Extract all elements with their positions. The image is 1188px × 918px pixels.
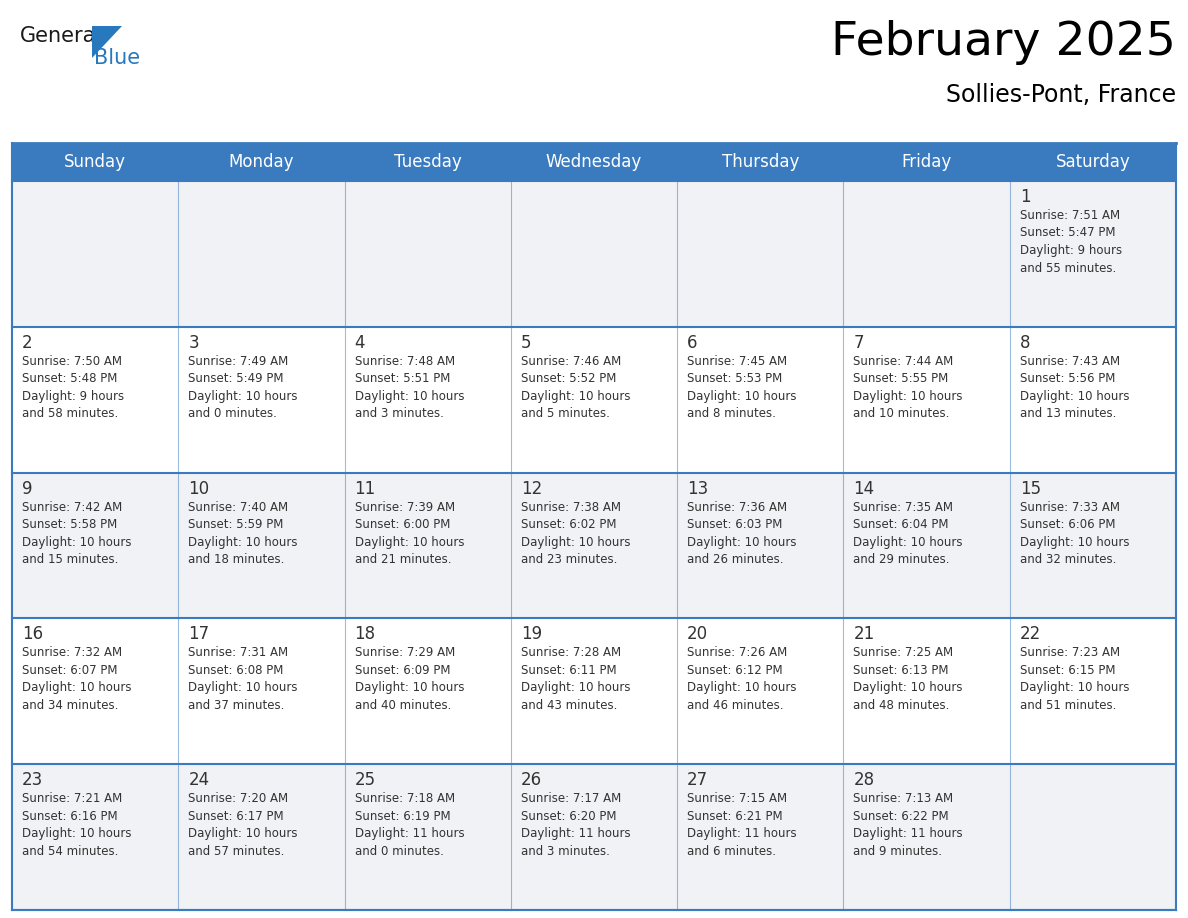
Bar <box>12 619 1176 764</box>
Text: Saturday: Saturday <box>1055 153 1130 171</box>
Text: Sunrise: 7:18 AM
Sunset: 6:19 PM
Daylight: 11 hours
and 0 minutes.: Sunrise: 7:18 AM Sunset: 6:19 PM Dayligh… <box>354 792 465 857</box>
Text: Sunrise: 7:23 AM
Sunset: 6:15 PM
Daylight: 10 hours
and 51 minutes.: Sunrise: 7:23 AM Sunset: 6:15 PM Dayligh… <box>1019 646 1130 711</box>
Text: 2: 2 <box>23 334 32 352</box>
Text: Sunrise: 7:43 AM
Sunset: 5:56 PM
Daylight: 10 hours
and 13 minutes.: Sunrise: 7:43 AM Sunset: 5:56 PM Dayligh… <box>1019 354 1130 420</box>
Text: Sunrise: 7:15 AM
Sunset: 6:21 PM
Daylight: 11 hours
and 6 minutes.: Sunrise: 7:15 AM Sunset: 6:21 PM Dayligh… <box>687 792 797 857</box>
Text: Sunday: Sunday <box>64 153 126 171</box>
Text: Sunrise: 7:35 AM
Sunset: 6:04 PM
Daylight: 10 hours
and 29 minutes.: Sunrise: 7:35 AM Sunset: 6:04 PM Dayligh… <box>853 500 963 566</box>
Text: Sunrise: 7:20 AM
Sunset: 6:17 PM
Daylight: 10 hours
and 57 minutes.: Sunrise: 7:20 AM Sunset: 6:17 PM Dayligh… <box>188 792 298 857</box>
Text: Sunrise: 7:33 AM
Sunset: 6:06 PM
Daylight: 10 hours
and 32 minutes.: Sunrise: 7:33 AM Sunset: 6:06 PM Dayligh… <box>1019 500 1130 566</box>
Text: Sunrise: 7:38 AM
Sunset: 6:02 PM
Daylight: 10 hours
and 23 minutes.: Sunrise: 7:38 AM Sunset: 6:02 PM Dayligh… <box>520 500 631 566</box>
Text: General: General <box>20 26 102 46</box>
Text: Sunrise: 7:32 AM
Sunset: 6:07 PM
Daylight: 10 hours
and 34 minutes.: Sunrise: 7:32 AM Sunset: 6:07 PM Dayligh… <box>23 646 132 711</box>
Text: 22: 22 <box>1019 625 1041 644</box>
Text: 9: 9 <box>23 479 32 498</box>
Text: 27: 27 <box>687 771 708 789</box>
Text: 23: 23 <box>23 771 43 789</box>
Text: Sunrise: 7:21 AM
Sunset: 6:16 PM
Daylight: 10 hours
and 54 minutes.: Sunrise: 7:21 AM Sunset: 6:16 PM Dayligh… <box>23 792 132 857</box>
Text: 4: 4 <box>354 334 365 352</box>
Text: Friday: Friday <box>902 153 952 171</box>
Text: Tuesday: Tuesday <box>394 153 462 171</box>
Text: Sunrise: 7:29 AM
Sunset: 6:09 PM
Daylight: 10 hours
and 40 minutes.: Sunrise: 7:29 AM Sunset: 6:09 PM Dayligh… <box>354 646 465 711</box>
Text: Sollies-Pont, France: Sollies-Pont, France <box>946 83 1176 107</box>
Polygon shape <box>91 26 122 58</box>
Text: 19: 19 <box>520 625 542 644</box>
Text: 8: 8 <box>1019 334 1030 352</box>
Text: Sunrise: 7:48 AM
Sunset: 5:51 PM
Daylight: 10 hours
and 3 minutes.: Sunrise: 7:48 AM Sunset: 5:51 PM Dayligh… <box>354 354 465 420</box>
Text: Sunrise: 7:50 AM
Sunset: 5:48 PM
Daylight: 9 hours
and 58 minutes.: Sunrise: 7:50 AM Sunset: 5:48 PM Dayligh… <box>23 354 124 420</box>
Text: 16: 16 <box>23 625 43 644</box>
Bar <box>12 181 1176 327</box>
Text: 10: 10 <box>188 479 209 498</box>
Text: Thursday: Thursday <box>721 153 800 171</box>
Text: Sunrise: 7:40 AM
Sunset: 5:59 PM
Daylight: 10 hours
and 18 minutes.: Sunrise: 7:40 AM Sunset: 5:59 PM Dayligh… <box>188 500 298 566</box>
Bar <box>12 764 1176 910</box>
Text: 7: 7 <box>853 334 864 352</box>
Text: Sunrise: 7:45 AM
Sunset: 5:53 PM
Daylight: 10 hours
and 8 minutes.: Sunrise: 7:45 AM Sunset: 5:53 PM Dayligh… <box>687 354 797 420</box>
Text: 14: 14 <box>853 479 874 498</box>
Text: Sunrise: 7:31 AM
Sunset: 6:08 PM
Daylight: 10 hours
and 37 minutes.: Sunrise: 7:31 AM Sunset: 6:08 PM Dayligh… <box>188 646 298 711</box>
Text: Blue: Blue <box>94 48 140 68</box>
Text: Sunrise: 7:17 AM
Sunset: 6:20 PM
Daylight: 11 hours
and 3 minutes.: Sunrise: 7:17 AM Sunset: 6:20 PM Dayligh… <box>520 792 631 857</box>
Text: February 2025: February 2025 <box>832 20 1176 65</box>
Text: 17: 17 <box>188 625 209 644</box>
Text: Sunrise: 7:39 AM
Sunset: 6:00 PM
Daylight: 10 hours
and 21 minutes.: Sunrise: 7:39 AM Sunset: 6:00 PM Dayligh… <box>354 500 465 566</box>
Text: 12: 12 <box>520 479 542 498</box>
Text: 18: 18 <box>354 625 375 644</box>
Text: Sunrise: 7:26 AM
Sunset: 6:12 PM
Daylight: 10 hours
and 46 minutes.: Sunrise: 7:26 AM Sunset: 6:12 PM Dayligh… <box>687 646 797 711</box>
Text: Sunrise: 7:51 AM
Sunset: 5:47 PM
Daylight: 9 hours
and 55 minutes.: Sunrise: 7:51 AM Sunset: 5:47 PM Dayligh… <box>1019 209 1121 274</box>
Text: Sunrise: 7:46 AM
Sunset: 5:52 PM
Daylight: 10 hours
and 5 minutes.: Sunrise: 7:46 AM Sunset: 5:52 PM Dayligh… <box>520 354 631 420</box>
Text: 3: 3 <box>188 334 198 352</box>
Text: 15: 15 <box>1019 479 1041 498</box>
Text: Monday: Monday <box>228 153 295 171</box>
Text: 25: 25 <box>354 771 375 789</box>
Text: 13: 13 <box>687 479 708 498</box>
Text: 24: 24 <box>188 771 209 789</box>
Text: Sunrise: 7:36 AM
Sunset: 6:03 PM
Daylight: 10 hours
and 26 minutes.: Sunrise: 7:36 AM Sunset: 6:03 PM Dayligh… <box>687 500 797 566</box>
Text: 1: 1 <box>1019 188 1030 206</box>
Text: Sunrise: 7:49 AM
Sunset: 5:49 PM
Daylight: 10 hours
and 0 minutes.: Sunrise: 7:49 AM Sunset: 5:49 PM Dayligh… <box>188 354 298 420</box>
Text: Wednesday: Wednesday <box>545 153 643 171</box>
Text: 28: 28 <box>853 771 874 789</box>
Text: Sunrise: 7:44 AM
Sunset: 5:55 PM
Daylight: 10 hours
and 10 minutes.: Sunrise: 7:44 AM Sunset: 5:55 PM Dayligh… <box>853 354 963 420</box>
Text: 21: 21 <box>853 625 874 644</box>
Text: 26: 26 <box>520 771 542 789</box>
Text: 6: 6 <box>687 334 697 352</box>
Text: Sunrise: 7:25 AM
Sunset: 6:13 PM
Daylight: 10 hours
and 48 minutes.: Sunrise: 7:25 AM Sunset: 6:13 PM Dayligh… <box>853 646 963 711</box>
Text: Sunrise: 7:42 AM
Sunset: 5:58 PM
Daylight: 10 hours
and 15 minutes.: Sunrise: 7:42 AM Sunset: 5:58 PM Dayligh… <box>23 500 132 566</box>
Text: Sunrise: 7:28 AM
Sunset: 6:11 PM
Daylight: 10 hours
and 43 minutes.: Sunrise: 7:28 AM Sunset: 6:11 PM Dayligh… <box>520 646 631 711</box>
Bar <box>12 143 1176 181</box>
Text: 5: 5 <box>520 334 531 352</box>
Bar <box>12 327 1176 473</box>
Text: 11: 11 <box>354 479 375 498</box>
Text: 20: 20 <box>687 625 708 644</box>
Bar <box>12 473 1176 619</box>
Text: Sunrise: 7:13 AM
Sunset: 6:22 PM
Daylight: 11 hours
and 9 minutes.: Sunrise: 7:13 AM Sunset: 6:22 PM Dayligh… <box>853 792 963 857</box>
